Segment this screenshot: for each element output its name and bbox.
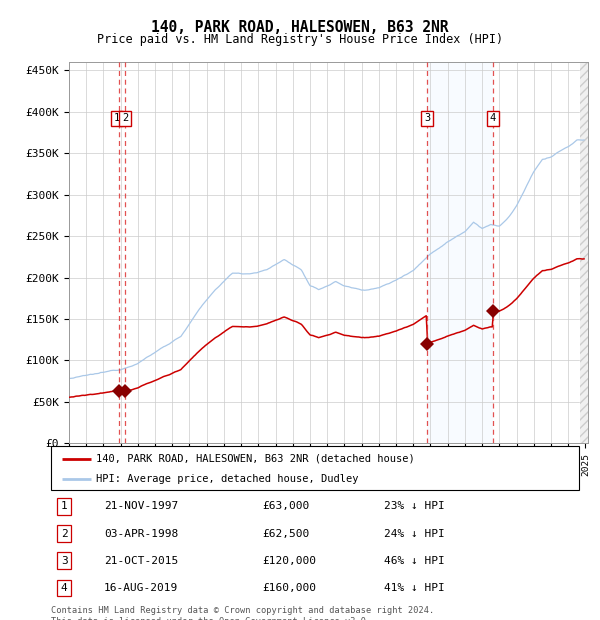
Text: 41% ↓ HPI: 41% ↓ HPI xyxy=(383,583,445,593)
Text: 1: 1 xyxy=(61,502,68,512)
Text: 46% ↓ HPI: 46% ↓ HPI xyxy=(383,556,445,565)
Text: 140, PARK ROAD, HALESOWEN, B63 2NR (detached house): 140, PARK ROAD, HALESOWEN, B63 2NR (deta… xyxy=(96,454,415,464)
Text: 140, PARK ROAD, HALESOWEN, B63 2NR: 140, PARK ROAD, HALESOWEN, B63 2NR xyxy=(151,20,449,35)
Text: 2: 2 xyxy=(122,113,128,123)
Text: 21-NOV-1997: 21-NOV-1997 xyxy=(104,502,178,512)
Text: £160,000: £160,000 xyxy=(262,583,316,593)
Text: 16-AUG-2019: 16-AUG-2019 xyxy=(104,583,178,593)
Text: £63,000: £63,000 xyxy=(262,502,310,512)
FancyBboxPatch shape xyxy=(51,446,579,490)
Text: 24% ↓ HPI: 24% ↓ HPI xyxy=(383,529,445,539)
Text: 21-OCT-2015: 21-OCT-2015 xyxy=(104,556,178,565)
Text: 3: 3 xyxy=(61,556,68,565)
Text: Price paid vs. HM Land Registry's House Price Index (HPI): Price paid vs. HM Land Registry's House … xyxy=(97,33,503,46)
Text: 4: 4 xyxy=(61,583,68,593)
Text: £120,000: £120,000 xyxy=(262,556,316,565)
Text: 3: 3 xyxy=(424,113,430,123)
Text: 03-APR-1998: 03-APR-1998 xyxy=(104,529,178,539)
Bar xyxy=(427,62,493,443)
Text: HPI: Average price, detached house, Dudley: HPI: Average price, detached house, Dudl… xyxy=(96,474,358,484)
Text: Contains HM Land Registry data © Crown copyright and database right 2024.
This d: Contains HM Land Registry data © Crown c… xyxy=(51,606,434,620)
Text: 2: 2 xyxy=(61,529,68,539)
Text: 1: 1 xyxy=(114,113,120,123)
Text: 23% ↓ HPI: 23% ↓ HPI xyxy=(383,502,445,512)
Text: £62,500: £62,500 xyxy=(262,529,310,539)
Bar xyxy=(580,62,588,443)
Text: 4: 4 xyxy=(490,113,496,123)
Bar xyxy=(580,62,588,443)
